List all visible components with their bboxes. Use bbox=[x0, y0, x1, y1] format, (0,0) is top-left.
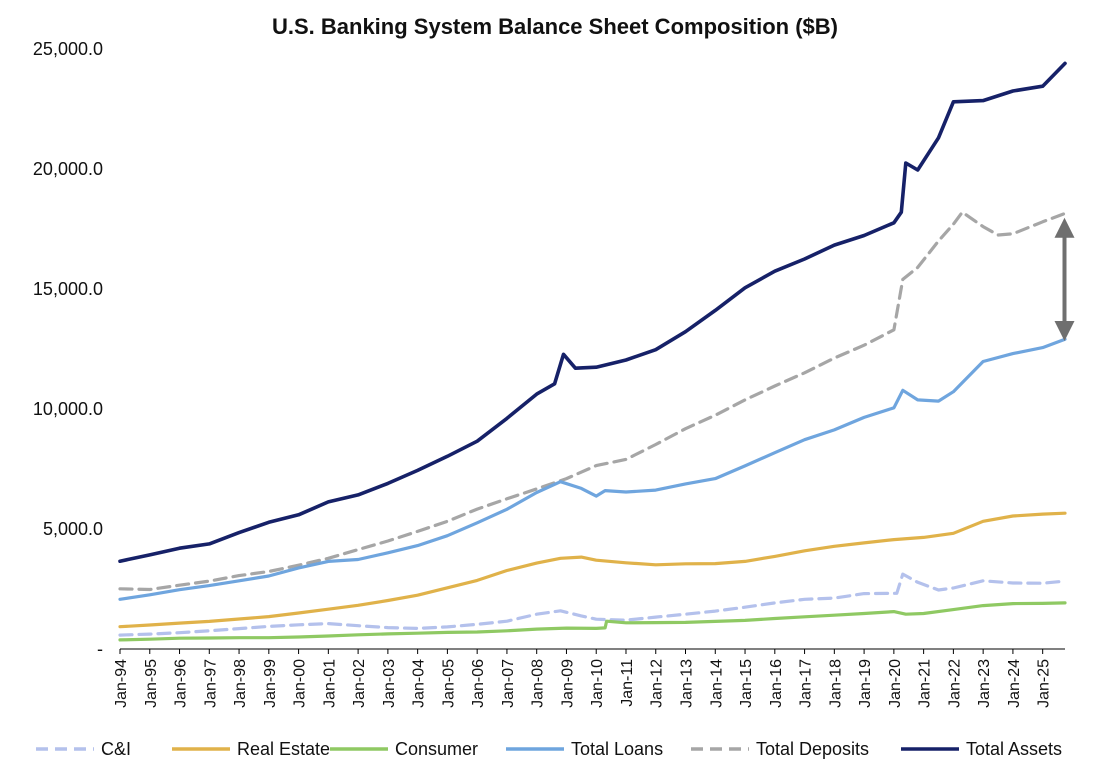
x-tick-label: Jan-02 bbox=[351, 659, 368, 708]
y-tick-label: - bbox=[97, 639, 103, 659]
annotation bbox=[1054, 217, 1075, 341]
x-tick-label: Jan-07 bbox=[500, 659, 517, 708]
y-tick-label: 20,000.0 bbox=[33, 159, 103, 179]
legend: C&I Real Estate Consumer Total Loans Total D… bbox=[36, 739, 1062, 759]
x-tick-label: Jan-01 bbox=[321, 659, 338, 708]
series-line-c-i bbox=[118, 572, 1067, 637]
x-tick-label: Jan-15 bbox=[738, 659, 755, 708]
x-tick-label: Jan-23 bbox=[976, 659, 993, 708]
x-tick-label: Jan-16 bbox=[768, 659, 785, 708]
x-tick-label: Jan-97 bbox=[202, 659, 219, 708]
chart-title: U.S. Banking System Balance Sheet Compos… bbox=[271, 14, 838, 39]
x-tick-label: Jan-08 bbox=[530, 659, 547, 708]
x-tick-label: Jan-03 bbox=[381, 659, 398, 708]
x-tick-label: Jan-96 bbox=[173, 659, 190, 708]
x-tick-label: Jan-25 bbox=[1036, 659, 1053, 708]
legend-label-c-i: C&I bbox=[101, 739, 131, 759]
legend-label-real-estate: Real Estate bbox=[237, 739, 330, 759]
x-tick-label: Jan-22 bbox=[946, 659, 963, 708]
x-tick-label: Jan-12 bbox=[649, 659, 666, 708]
series-line-total-loans bbox=[118, 337, 1067, 601]
x-tick-label: Jan-05 bbox=[440, 659, 457, 708]
legend-label-consumer: Consumer bbox=[395, 739, 478, 759]
x-tick-label: Jan-11 bbox=[619, 659, 636, 707]
y-tick-label: 5,000.0 bbox=[43, 519, 103, 539]
series-lines bbox=[118, 61, 1067, 642]
x-tick-label: Jan-09 bbox=[559, 659, 576, 708]
x-tick-label: Jan-21 bbox=[917, 659, 934, 708]
series-line-consumer bbox=[118, 601, 1067, 642]
annotation-arrowhead-down bbox=[1054, 321, 1075, 341]
legend-label-total-deposits: Total Deposits bbox=[756, 739, 869, 759]
x-tick-label: Jan-10 bbox=[589, 659, 606, 708]
x-tick-label: Jan-98 bbox=[232, 659, 249, 708]
x-axis: Jan-94 Jan-95 Jan-96 Jan-97 Jan-98 Jan-99 Jan-… bbox=[113, 648, 1065, 708]
x-tick-label: Jan-04 bbox=[411, 659, 428, 708]
x-tick-label: Jan-95 bbox=[143, 659, 160, 708]
x-tick-label: Jan-24 bbox=[1006, 659, 1023, 708]
y-tick-label: 15,000.0 bbox=[33, 279, 103, 299]
x-tick-label: Jan-00 bbox=[292, 659, 309, 708]
x-tick-label: Jan-94 bbox=[113, 659, 130, 708]
y-tick-label: 10,000.0 bbox=[33, 399, 103, 419]
x-tick-label: Jan-99 bbox=[262, 659, 279, 708]
x-tick-label: Jan-13 bbox=[679, 659, 696, 708]
x-tick-label: Jan-18 bbox=[827, 659, 844, 708]
series-line-real-estate bbox=[118, 511, 1067, 629]
legend-label-total-assets: Total Assets bbox=[966, 739, 1062, 759]
y-tick-label: 25,000.0 bbox=[33, 39, 103, 59]
series-line-total-assets bbox=[118, 61, 1067, 563]
annotation-arrowhead-up bbox=[1054, 217, 1075, 238]
x-tick-label: Jan-14 bbox=[708, 659, 725, 708]
y-axis: - 5,000.0 10,000.0 15,000.0 20,000.0 25,000.0 bbox=[33, 39, 103, 659]
legend-label-total-loans: Total Loans bbox=[571, 739, 663, 759]
x-tick-label: Jan-19 bbox=[857, 659, 874, 708]
x-tick-label: Jan-06 bbox=[470, 659, 487, 708]
x-tick-label: Jan-17 bbox=[798, 659, 815, 708]
x-tick-label: Jan-20 bbox=[887, 659, 904, 708]
series-line-total-deposits bbox=[118, 210, 1067, 592]
